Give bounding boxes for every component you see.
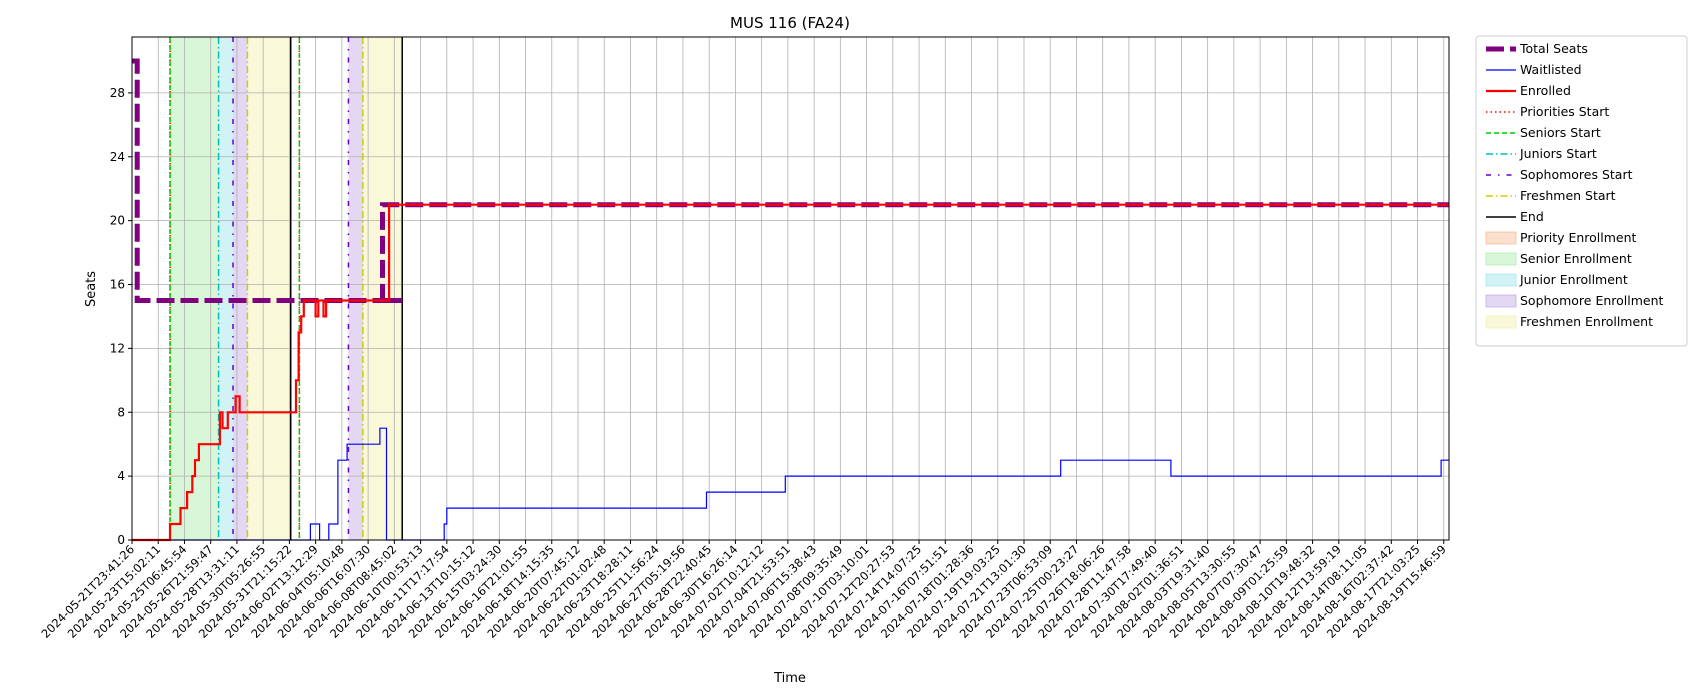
enrollment-spans [170, 37, 403, 540]
legend-label: Juniors Start [1519, 146, 1597, 161]
y-tick-label: 20 [110, 214, 125, 228]
grid-lines [131, 37, 1449, 541]
y-tick-label: 8 [117, 405, 125, 419]
legend-swatch [1485, 294, 1517, 308]
span-freshmen-enrollment [247, 37, 291, 540]
y-tick-label: 24 [110, 150, 125, 164]
legend: Total Seats Waitlisted Enrolled Priorities … [1475, 35, 1688, 347]
plot-frame [131, 36, 1450, 541]
y-tick-label: 0 [117, 533, 125, 547]
legend-swatch [1485, 231, 1517, 245]
legend-label: Enrolled [1520, 83, 1571, 98]
legend-box [1475, 35, 1688, 347]
legend-label: Freshmen Start [1520, 188, 1616, 203]
y-tick-label: 28 [110, 86, 125, 100]
phase-start-lines [169, 37, 403, 540]
legend-label: Senior Enrollment [1520, 251, 1632, 266]
legend-label: Freshmen Enrollment [1520, 314, 1653, 329]
legend-label: Sophomores Start [1520, 167, 1633, 182]
legend-label: Priorities Start [1520, 104, 1609, 119]
y-axis: 0 4 8 12 16 20 24 28 [110, 86, 132, 547]
span-sophomore-enrollment [233, 37, 248, 540]
series-waitlisted [132, 427, 1449, 541]
legend-swatch [1485, 273, 1517, 287]
legend-label: Total Seats [1519, 41, 1588, 56]
chart-title: MUS 116 (FA24) [730, 14, 850, 32]
series-total-seats [132, 58, 1449, 303]
legend-label: End [1520, 209, 1544, 224]
legend-label: Sophomore Enrollment [1520, 293, 1664, 308]
legend-swatch [1485, 315, 1517, 329]
data-series [132, 58, 1449, 542]
span-sophomore-enrollment [348, 37, 363, 540]
legend-label: Waitlisted [1520, 62, 1582, 77]
legend-swatch [1485, 252, 1517, 266]
x-axis: 2024-05-21T23:41:262024-05-23T15:02:1120… [38, 540, 1449, 641]
legend-label: Seniors Start [1520, 125, 1601, 140]
x-axis-label: Time [773, 671, 806, 686]
span-junior-enrollment [218, 37, 234, 540]
y-tick-label: 16 [110, 278, 125, 292]
y-tick-label: 12 [110, 341, 125, 355]
y-axis-label: Seats [84, 271, 99, 307]
series-enrolled [132, 203, 1449, 542]
legend-label: Priority Enrollment [1520, 230, 1637, 245]
y-tick-label: 4 [117, 469, 125, 483]
legend-label: Junior Enrollment [1519, 272, 1628, 287]
